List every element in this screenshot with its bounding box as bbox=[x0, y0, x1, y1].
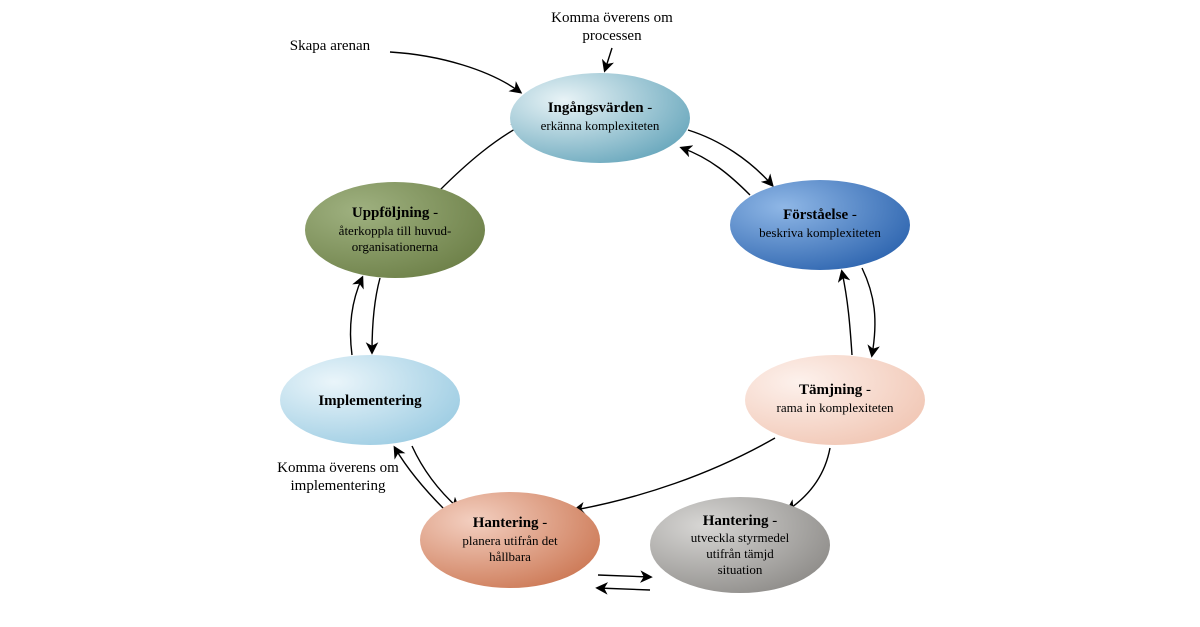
process-cycle-diagram: Ingångsvärden - erkänna komplexiteten Fö… bbox=[0, 0, 1200, 627]
arrow-uppf-to-impl bbox=[372, 278, 380, 352]
arrow-uppf-to-ingang bbox=[440, 125, 522, 190]
node-hantering-styr-sub3: situation bbox=[718, 562, 763, 577]
annot-komma-process-l2: processen bbox=[582, 28, 642, 44]
nodes-group: Ingångsvärden - erkänna komplexiteten Fö… bbox=[280, 73, 925, 593]
annot-skapa-arenan: Skapa arenan bbox=[290, 38, 371, 54]
node-tamjning-sub: rama in komplexiteten bbox=[777, 400, 894, 415]
arrow-plan-to-impl bbox=[395, 448, 445, 510]
node-hantering-styr-sub1: utveckla styrmedel bbox=[691, 530, 790, 545]
arrow-komma-process-to-ingang bbox=[605, 48, 612, 70]
node-hantering-plan-sub1: planera utifrån det bbox=[462, 533, 558, 548]
node-tamjning-title: Tämjning - bbox=[799, 382, 871, 398]
node-uppfoljning: Uppföljning - återkoppla till huvud- org… bbox=[305, 182, 485, 278]
node-uppfoljning-title: Uppföljning - bbox=[352, 205, 438, 221]
node-hantering-styr-sub2: utifrån tämjd bbox=[706, 546, 774, 561]
node-tamjning: Tämjning - rama in komplexiteten bbox=[745, 355, 925, 445]
arrow-tamjning-to-forstaelse bbox=[842, 272, 852, 355]
node-ingangsvarden-title: Ingångsvärden - bbox=[548, 100, 653, 116]
node-ingangsvarden: Ingångsvärden - erkänna komplexiteten bbox=[510, 73, 690, 163]
node-hantering-plan: Hantering - planera utifrån det hållbara bbox=[420, 492, 600, 588]
node-forstaelse-sub: beskriva komplexiteten bbox=[759, 225, 881, 240]
annot-komma-impl-l2: implementering bbox=[291, 478, 386, 494]
node-hantering-plan-title: Hantering - bbox=[473, 515, 548, 531]
annot-komma-impl-l1: Komma överens om bbox=[277, 460, 399, 476]
node-uppfoljning-sub2: organisationerna bbox=[352, 239, 439, 254]
node-uppfoljning-sub1: återkoppla till huvud- bbox=[339, 223, 452, 238]
arrow-tamjning-to-hantering-styr bbox=[788, 448, 830, 510]
arrow-skapa-to-ingang bbox=[390, 52, 520, 92]
node-hantering-styr-shape bbox=[650, 497, 830, 593]
node-forstaelse: Förståelse - beskriva komplexiteten bbox=[730, 180, 910, 270]
arrow-forstaelse-to-ingang bbox=[682, 148, 750, 195]
node-hantering-plan-sub2: hållbara bbox=[489, 549, 531, 564]
arrow-styr-to-plan bbox=[598, 588, 650, 590]
node-forstaelse-title: Förståelse - bbox=[783, 207, 857, 223]
arrow-impl-to-uppf bbox=[350, 278, 362, 355]
node-implementering: Implementering bbox=[280, 355, 460, 445]
node-hantering-styr: Hantering - utveckla styrmedel utifrån t… bbox=[650, 497, 830, 593]
node-ingangsvarden-sub: erkänna komplexiteten bbox=[541, 118, 660, 133]
node-hantering-styr-title: Hantering - bbox=[703, 513, 778, 529]
node-implementering-title: Implementering bbox=[318, 393, 422, 409]
arrow-plan-to-styr bbox=[598, 575, 650, 577]
arrow-forstaelse-to-tamjning bbox=[862, 268, 875, 355]
annot-komma-process-l1: Komma överens om bbox=[551, 10, 673, 26]
